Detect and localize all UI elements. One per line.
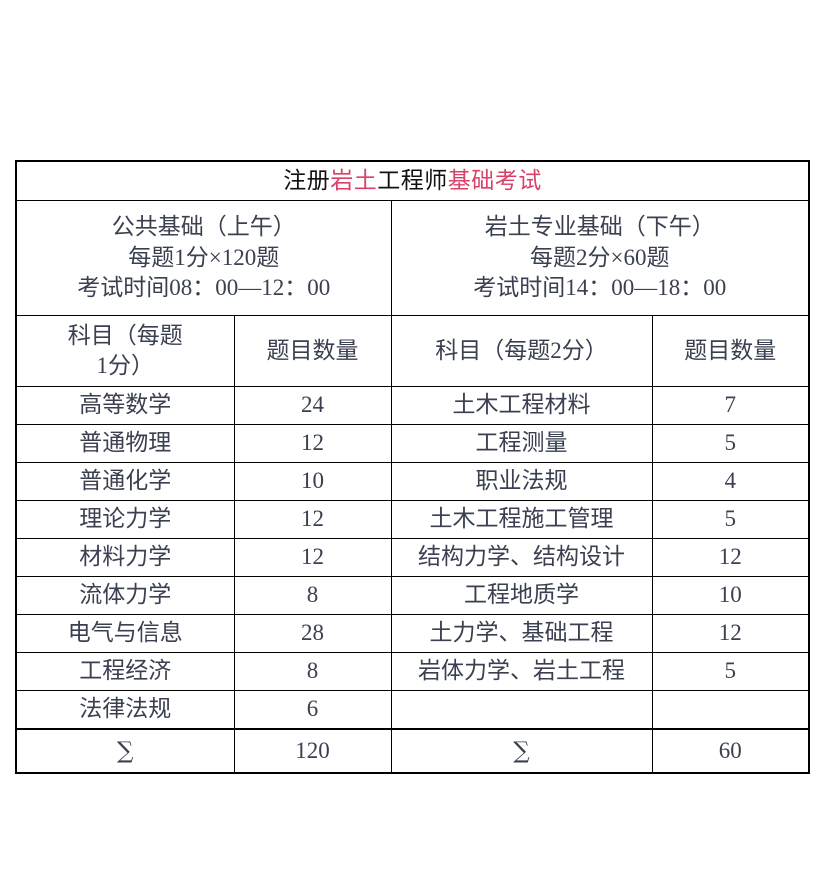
subject-left: 普通化学	[15, 462, 235, 501]
table-row: 普通物理 12 工程测量 5	[15, 424, 810, 463]
count-left: 12	[233, 538, 392, 577]
subject-right: 土木工程施工管理	[390, 500, 653, 539]
subject-left: 法律法规	[15, 690, 235, 730]
title-segment-3: 工程师	[377, 167, 448, 193]
table-row: 高等数学 24 土木工程材料 7	[15, 386, 810, 425]
count-left: 10	[233, 462, 392, 501]
table-row: 法律法规 6	[15, 690, 810, 730]
subject-right: 工程地质学	[390, 576, 653, 615]
count-left: 12	[233, 500, 392, 539]
header-count-morning: 题目数量	[233, 315, 392, 387]
title-segment-1: 注册	[283, 167, 331, 193]
subject-right: 土木工程材料	[390, 386, 653, 425]
count-right: 5	[651, 500, 810, 539]
count-right: 5	[651, 652, 810, 691]
afternoon-session-scoring: 每题2分×60题	[530, 244, 670, 270]
table-row: 理论力学 12 土木工程施工管理 5	[15, 500, 810, 539]
count-right: 10	[651, 576, 810, 615]
count-right: 4	[651, 462, 810, 501]
morning-session-name: 公共基础（上午）	[111, 214, 296, 240]
title-segment-4: 基础考试	[447, 167, 542, 193]
header-subject-morning-line-2: 1分）	[96, 353, 155, 378]
header-count-afternoon: 题目数量	[651, 315, 810, 387]
afternoon-session-name: 岩土专业基础（下午）	[484, 214, 715, 240]
morning-session-scoring: 每题1分×120题	[128, 244, 280, 270]
count-left: 28	[233, 614, 392, 653]
header-subject-afternoon: 科目（每题2分）	[390, 315, 653, 387]
table-row: 工程经济 8 岩体力学、岩土工程 5	[15, 652, 810, 691]
count-right: 12	[651, 614, 810, 653]
title-segment-2: 岩土	[330, 167, 378, 193]
count-left: 8	[233, 576, 392, 615]
totals-row: ∑ 120 ∑ 60	[15, 728, 810, 774]
subject-left: 工程经济	[15, 652, 235, 691]
subject-right: 土力学、基础工程	[390, 614, 653, 653]
total-left: 120	[233, 728, 392, 774]
count-right: 5	[651, 424, 810, 463]
morning-session-cell: 公共基础（上午） 每题1分×120题 考试时间08：00—12：00	[15, 200, 392, 316]
table-row: 电气与信息 28 土力学、基础工程 12	[15, 614, 810, 653]
sigma-right-icon: ∑	[390, 728, 653, 774]
column-header-row: 科目（每题 1分） 题目数量 科目（每题2分） 题目数量	[15, 315, 810, 387]
afternoon-session-cell: 岩土专业基础（下午） 每题2分×60题 考试时间14：00—18：00	[390, 200, 810, 316]
table-row: 普通化学 10 职业法规 4	[15, 462, 810, 501]
table-row: 流体力学 8 工程地质学 10	[15, 576, 810, 615]
subject-right: 职业法规	[390, 462, 653, 501]
subject-left: 材料力学	[15, 538, 235, 577]
exam-title: 注册岩土工程师基础考试	[15, 160, 810, 201]
count-right-empty	[651, 690, 810, 730]
subject-right: 工程测量	[390, 424, 653, 463]
header-subject-morning: 科目（每题 1分）	[15, 315, 235, 387]
subject-left: 流体力学	[15, 576, 235, 615]
table-row: 材料力学 12 结构力学、结构设计 12	[15, 538, 810, 577]
count-left: 12	[233, 424, 392, 463]
afternoon-session-time: 考试时间14：00—18：00	[473, 275, 727, 301]
subject-right: 结构力学、结构设计	[390, 538, 653, 577]
count-right: 12	[651, 538, 810, 577]
subject-left: 理论力学	[15, 500, 235, 539]
morning-session-time: 考试时间08：00—12：00	[77, 275, 331, 301]
count-left: 6	[233, 690, 392, 730]
sigma-left-icon: ∑	[15, 728, 235, 774]
exam-structure-table: 注册岩土工程师基础考试 公共基础（上午） 每题1分×120题 考试时间08：00…	[15, 160, 810, 774]
subject-left: 普通物理	[15, 424, 235, 463]
count-left: 24	[233, 386, 392, 425]
total-right: 60	[651, 728, 810, 774]
header-subject-morning-line-1: 科目（每题	[67, 322, 183, 348]
count-right: 7	[651, 386, 810, 425]
count-left: 8	[233, 652, 392, 691]
subject-right: 岩体力学、岩土工程	[390, 652, 653, 691]
session-row: 公共基础（上午） 每题1分×120题 考试时间08：00—12：00 岩土专业基…	[15, 200, 810, 316]
subject-right-empty	[390, 690, 653, 730]
title-row: 注册岩土工程师基础考试	[15, 160, 810, 201]
subject-left: 高等数学	[15, 386, 235, 425]
subject-left: 电气与信息	[15, 614, 235, 653]
